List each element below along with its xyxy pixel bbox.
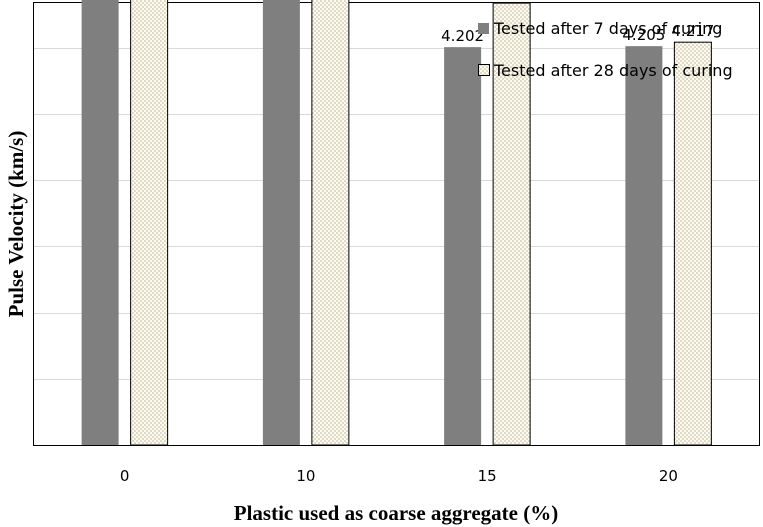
x-axis-title: Plastic used as coarse aggregate (%) <box>234 501 558 525</box>
bar-28-days-10 <box>311 0 350 446</box>
plot-border <box>33 2 760 446</box>
legend: Tested after 7 days of curing Tested aft… <box>478 19 733 80</box>
data-label-7-days-20: 4.205 <box>622 26 665 44</box>
x-tick-label-0: 0 <box>120 467 130 485</box>
bar-7-days-10 <box>262 0 300 446</box>
data-label-7-days-15: 4.202 <box>441 27 484 45</box>
x-tick-label-20: 20 <box>659 467 678 485</box>
bar-7-days-0 <box>81 0 119 446</box>
bar-28-days-0 <box>130 0 169 446</box>
legend-label-7-days: Tested after 7 days of curing <box>493 19 722 38</box>
legend-swatch-7-days <box>478 23 489 34</box>
data-label-28-days-15: 4.335 <box>490 0 533 1</box>
legend-label-28-days: Tested after 28 days of curing <box>493 61 733 80</box>
x-tick-labels: 0 10 15 20 <box>120 467 678 485</box>
bar-7-days-20 <box>625 46 663 446</box>
y-axis-title: Pulse Velocity (km/s) <box>4 131 28 318</box>
x-tick-label-10: 10 <box>296 467 315 485</box>
legend-swatch-28-days <box>478 64 490 76</box>
bar-7-days-15 <box>444 47 482 445</box>
x-tick-label-15: 15 <box>478 467 497 485</box>
data-label-28-days-20: 4.217 <box>671 22 714 40</box>
bar-28-days-15 <box>492 2 531 446</box>
bar-28-days-20 <box>673 41 712 446</box>
bars <box>81 0 712 446</box>
